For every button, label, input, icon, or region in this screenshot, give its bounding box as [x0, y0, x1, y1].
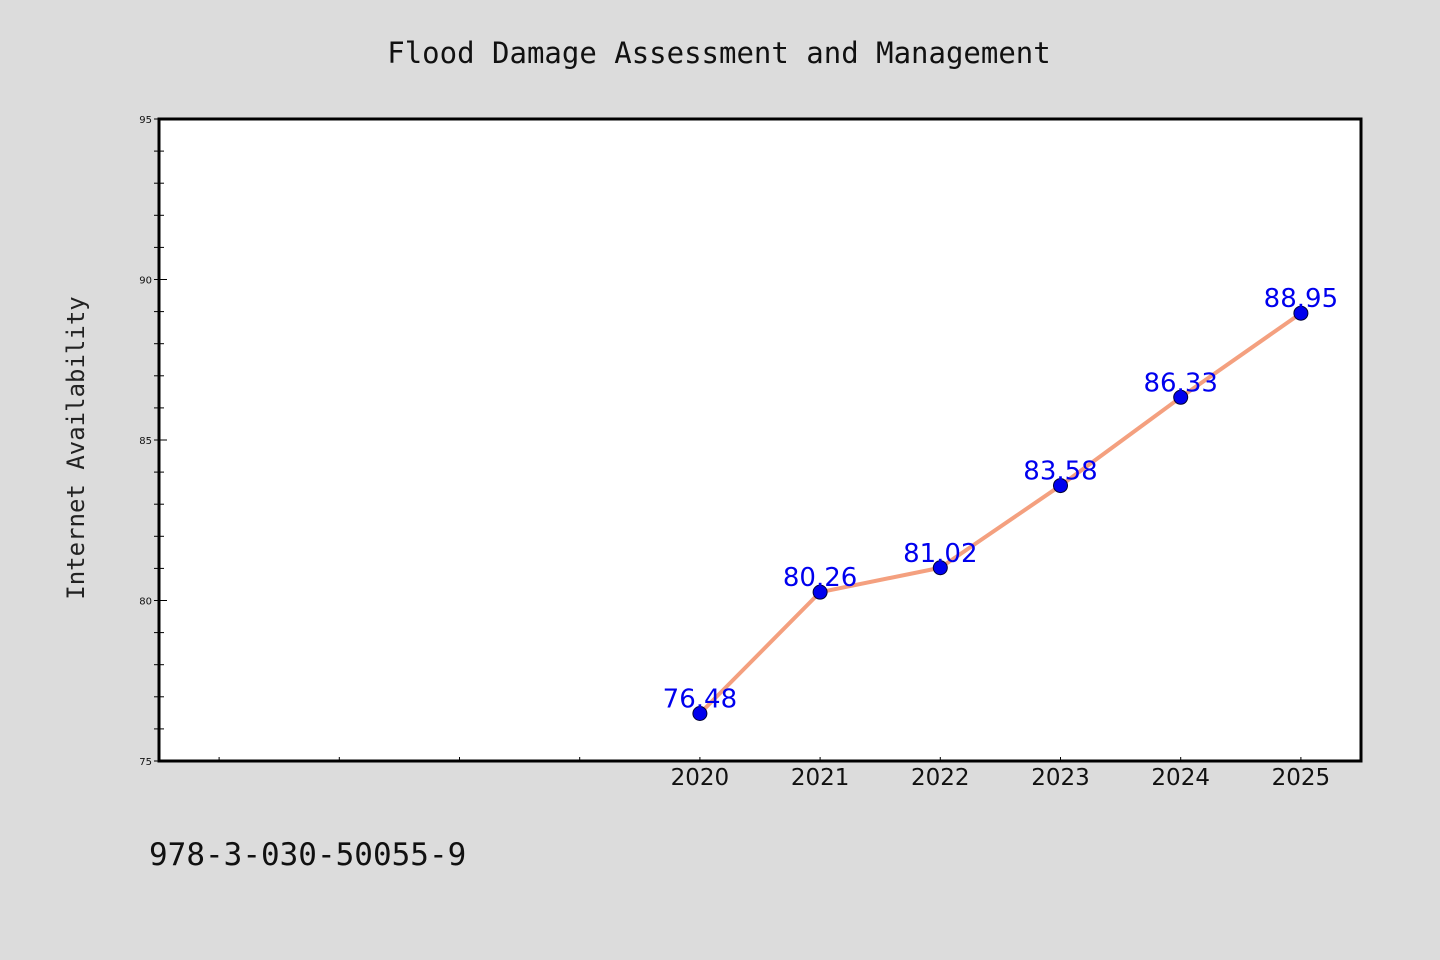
data-point [692, 705, 708, 721]
data-point [1293, 305, 1309, 321]
y-tick-label: 80 [139, 597, 152, 608]
data-label: 88.95 [1264, 284, 1338, 314]
plot-frame [157, 117, 1363, 763]
series-line [698, 311, 1303, 715]
data-label: 83.58 [1023, 457, 1097, 487]
x-tick-label: 2021 [791, 765, 850, 791]
x-tick-label: 2022 [911, 765, 970, 791]
data-point [1053, 478, 1068, 494]
data-label: 80.26 [783, 563, 857, 593]
y-tick-label: 85 [139, 436, 152, 447]
y-tick-label: 90 [139, 276, 152, 287]
y-axis-label: Internet Availability [62, 296, 90, 599]
x-tick-label: 2025 [1272, 765, 1331, 791]
x-tick-label: 2023 [1031, 765, 1090, 791]
y-tick-label: 95 [139, 115, 152, 126]
data-point [1173, 389, 1189, 405]
isbn-text: 978-3-030-50055-9 [149, 837, 466, 873]
plot-area [159, 119, 1361, 761]
data-label: 86.33 [1143, 368, 1217, 398]
data-label: 76.48 [663, 684, 737, 714]
x-axis-ticks: 2020 2021 2022 2023 2024 2025 [218, 757, 1331, 791]
data-label: 81.02 [903, 539, 977, 569]
data-point [812, 584, 828, 600]
data-series: 76.48 80.26 81.02 83.58 86.33 88.95 [663, 284, 1338, 721]
x-tick-label: 2020 [671, 765, 730, 791]
y-tick-label: 75 [139, 757, 152, 768]
data-point [932, 560, 948, 576]
x-tick-label: 2024 [1151, 765, 1210, 791]
chart-title: Flood Damage Assessment and Management [387, 36, 1050, 70]
